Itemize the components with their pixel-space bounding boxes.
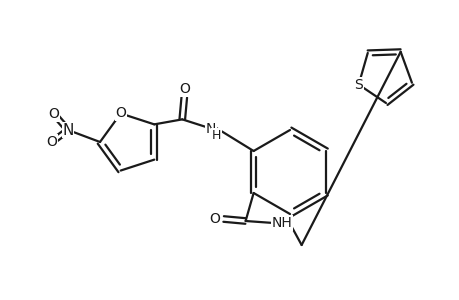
Text: S: S [353, 78, 362, 92]
Text: N: N [62, 122, 73, 137]
Text: O: O [179, 82, 189, 96]
Text: H: H [211, 129, 220, 142]
Text: NH: NH [271, 216, 291, 230]
Text: O: O [49, 107, 59, 121]
Text: O: O [115, 106, 126, 121]
Text: N: N [206, 122, 216, 136]
Text: O: O [209, 212, 219, 226]
Text: O: O [46, 135, 57, 149]
